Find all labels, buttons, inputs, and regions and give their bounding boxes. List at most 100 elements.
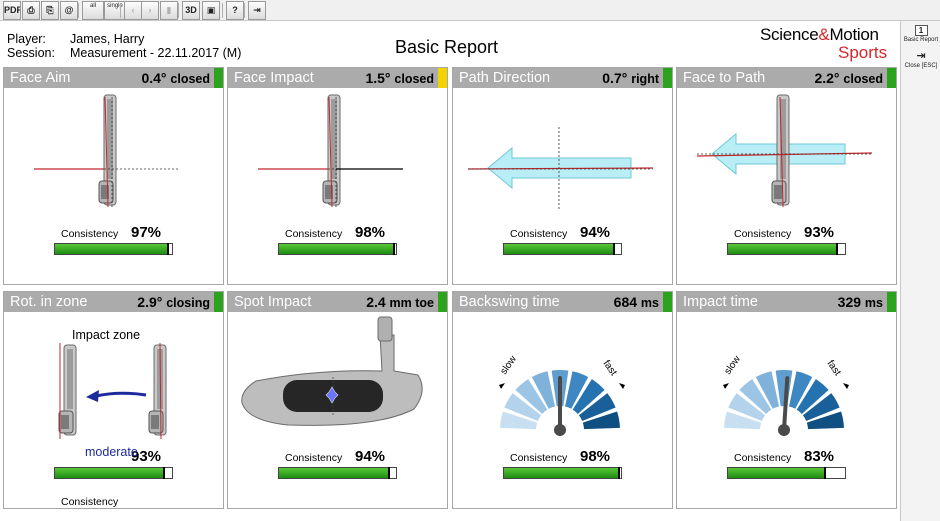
gauge-slow-label: slow [722,353,743,376]
single-button[interactable]: single [104,1,126,20]
session-name: Measurement - 22.11.2017 (M) [70,46,242,60]
metric-unit: closed [394,72,434,86]
close-button[interactable]: ⇥ Close [ESC] [901,50,940,70]
consistency-value: 97% [131,224,162,241]
all-button[interactable]: all [82,1,104,20]
impact-zone-label: Impact zone [72,328,141,342]
single-stroke-icon: single [107,3,123,9]
trash-icon: ▮ [166,5,172,15]
metric-value: 2.2° [814,70,840,86]
consistency-bar [727,467,846,479]
email-button[interactable]: @ [60,1,78,20]
putter-head-top-view [98,94,117,206]
tile-backswing-time: Backswing time 684 ms Consistency 98% sl… [452,291,673,509]
copy-button[interactable]: ⎘ [41,1,59,20]
consistency-marker [617,467,620,479]
logo-science-motion: Science&Motion [760,25,879,44]
video-button[interactable]: ▣ [202,1,220,20]
rotation-arrow [86,390,147,402]
print-button[interactable]: ⎙ [22,1,40,20]
tile-visual [58,342,167,440]
consistency-value: 94% [355,448,386,465]
basic-report-label: Basic Report [903,37,939,43]
gauge-segment [564,371,589,409]
consistency-marker [824,467,827,479]
consistency-bar [54,467,173,479]
status-flag [438,68,447,88]
chevron-right-icon: › [148,5,152,15]
all-strokes-icon: all [89,3,96,9]
tile-header: Face Aim 0.4° closed [4,68,223,88]
exit-door-icon: ⇥ [916,50,926,62]
consistency-value: 93% [804,224,835,241]
consistency-label: Consistency [510,228,568,240]
player-label: Player: [7,32,46,46]
tempo-gauge [724,370,844,430]
consistency-label: Consistency [61,496,119,508]
gauge-segment [739,379,772,414]
tile-visual: slow fast [722,353,849,436]
toolbar-separator [78,3,79,18]
tile-visual [241,316,423,426]
consistency-fill [279,244,394,254]
delete-button[interactable]: ▮ [160,1,178,20]
tile-title: Face to Path [683,70,766,86]
rotation-rating: moderate [85,445,138,459]
tile-title: Face Aim [10,70,71,86]
consistency-marker [612,243,615,255]
consistency-bar [54,243,173,255]
face-line [328,96,333,208]
logo-sports: Sports [838,43,888,62]
report-area: Player: James, Harry Session: Measuremen… [0,21,900,521]
closed-face-line [159,342,162,440]
tile-value: 2.2° closed [814,69,883,88]
player-name: James, Harry [70,32,145,46]
page-title: Basic Report [395,37,499,57]
tile-visual: slow fast [498,353,625,436]
basic-report-button[interactable]: 1 Basic Report [901,25,940,43]
gauge-needle [782,376,790,432]
consistency-label: Consistency [510,452,568,464]
status-flag [438,292,447,312]
next-button[interactable]: › [141,1,159,20]
metric-unit: closed [843,72,883,86]
gauge-segment [728,393,766,422]
consistency-fill [55,244,169,254]
slow-arrow-icon [499,383,505,389]
gauge-segment [755,371,780,409]
clipboard-icon: ⎘ [46,5,54,15]
tile-rot-in-zone: Rot. in zone 2.9° closing Consistency 93… [3,291,224,509]
face-line [779,96,784,208]
tile-header: Face Impact 1.5° closed [228,68,447,88]
tile-header: Path Direction 0.7° right [453,68,672,88]
tile-visual [258,94,403,209]
tile-title: Path Direction [459,70,551,86]
report-page-icon: 1 [914,25,928,36]
fast-arrow-icon [843,383,849,389]
printer-icon: ⎙ [27,5,35,15]
exit-button[interactable]: ⇥ [248,1,266,20]
3d-button[interactable]: 3D [182,1,200,20]
status-flag [663,292,672,312]
gauge-hub [778,424,790,436]
tile-path-direction: Path Direction 0.7° right Consistency 94… [452,67,673,285]
gauge-segment [582,411,620,430]
chevron-left-icon: ‹ [131,5,135,15]
help-button[interactable]: ? [226,1,244,20]
status-flag [214,68,223,88]
pdf-export-button[interactable]: PDF [3,1,21,20]
tile-header: Backswing time 684 ms [453,292,672,312]
consistency-fill [504,468,619,478]
tile-face-impact: Face Impact 1.5° closed Consistency 98% [227,67,448,285]
previous-button[interactable]: ‹ [124,1,142,20]
gauge-segment [572,379,605,414]
gauge-segment [796,379,829,414]
tile-header: Spot Impact 2.4 mm toe [228,292,447,312]
tile-title: Face Impact [234,70,314,86]
consistency-label: Consistency [285,228,343,240]
consistency-marker [162,467,165,479]
slow-arrow-icon [723,383,729,389]
tile-face-to-path: Face to Path 2.2° closed Consistency 93% [676,67,897,285]
status-flag [887,292,896,312]
gauge-segment [500,411,538,430]
